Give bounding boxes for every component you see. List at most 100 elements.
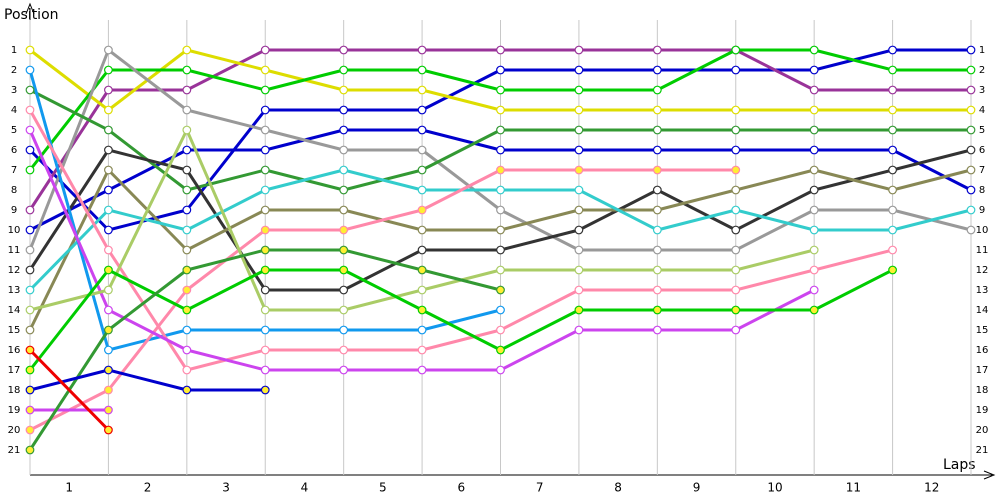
- position-marker: [339, 45, 349, 55]
- position-marker: [25, 365, 35, 375]
- position-marker: [260, 305, 270, 315]
- position-marker: [25, 425, 35, 435]
- position-marker: [966, 65, 976, 75]
- position-marker: [104, 425, 113, 435]
- position-marker: [731, 225, 741, 235]
- position-marker: [417, 365, 427, 375]
- position-marker: [339, 185, 349, 195]
- y-tick-label-right: 14: [976, 305, 989, 316]
- position-marker: [104, 265, 113, 275]
- y-tick-label-right: 4: [979, 105, 985, 116]
- position-marker: [574, 145, 584, 155]
- position-marker: [888, 225, 897, 235]
- y-tick-label: 16: [8, 345, 21, 356]
- position-marker: [809, 245, 819, 255]
- position-marker: [104, 85, 113, 95]
- position-marker: [417, 205, 427, 215]
- y-tick-label-right: 9: [979, 205, 985, 216]
- y-tick-label: 9: [11, 205, 17, 216]
- y-axis-arrow: [25, 2, 35, 15]
- position-marker: [25, 345, 35, 355]
- position-marker: [182, 65, 192, 75]
- y-tick-label-right: 12: [976, 265, 989, 276]
- position-marker: [417, 165, 427, 175]
- position-marker: [731, 165, 741, 175]
- position-marker: [260, 205, 270, 215]
- y-tick-label-right: 19: [976, 405, 989, 416]
- position-marker: [496, 225, 505, 235]
- position-marker: [104, 45, 113, 55]
- position-marker: [182, 345, 192, 355]
- position-marker: [417, 125, 427, 135]
- position-marker: [496, 345, 505, 355]
- position-marker: [25, 385, 35, 395]
- position-marker: [888, 185, 897, 195]
- position-marker: [731, 65, 741, 75]
- y-tick-label-right: 13: [976, 285, 989, 296]
- position-marker: [260, 245, 270, 255]
- position-marker: [888, 85, 897, 95]
- position-marker: [417, 85, 427, 95]
- position-marker: [104, 405, 113, 415]
- position-marker: [182, 365, 192, 375]
- position-marker: [417, 305, 427, 315]
- x-axis-title: Laps: [943, 457, 976, 473]
- position-marker: [966, 205, 976, 215]
- position-marker: [496, 205, 505, 215]
- position-marker: [339, 225, 349, 235]
- position-marker: [104, 385, 113, 395]
- position-marker: [260, 325, 270, 335]
- position-marker: [966, 85, 976, 95]
- position-marker: [260, 165, 270, 175]
- y-axis-title: Position: [4, 7, 59, 23]
- position-marker: [496, 105, 505, 115]
- position-marker: [104, 145, 113, 155]
- series-line: [28, 268, 894, 371]
- position-marker: [25, 145, 35, 155]
- y-tick-label-right: 11: [976, 245, 989, 256]
- position-marker: [260, 285, 270, 295]
- y-tick-label-right: 17: [976, 365, 989, 376]
- y-tick-label-right: 2: [979, 65, 985, 76]
- position-marker: [182, 265, 192, 275]
- y-tick-label-right: 1: [979, 45, 985, 56]
- series-line: [28, 348, 110, 432]
- position-marker: [496, 85, 505, 95]
- position-marker: [496, 325, 505, 335]
- position-marker: [731, 325, 741, 335]
- x-tick-label: 5: [379, 481, 387, 495]
- position-marker: [731, 145, 741, 155]
- position-marker: [104, 305, 113, 315]
- points: [25, 45, 976, 455]
- position-marker: [104, 205, 113, 215]
- position-marker: [574, 45, 584, 55]
- position-marker: [888, 125, 897, 135]
- position-marker: [25, 285, 35, 295]
- y-tick-label: 17: [8, 365, 21, 376]
- y-tick-label: 12: [8, 265, 21, 276]
- y-tick-label: 19: [8, 405, 21, 416]
- position-marker: [260, 85, 270, 95]
- position-marker: [339, 105, 349, 115]
- position-marker: [652, 165, 662, 175]
- position-marker: [652, 125, 662, 135]
- position-marker: [260, 125, 270, 135]
- position-marker: [496, 165, 505, 175]
- y-tick-label-right: 20: [976, 425, 989, 436]
- position-marker: [574, 285, 584, 295]
- y-tick-label: 10: [8, 225, 21, 236]
- position-marker: [182, 165, 192, 175]
- position-marker: [574, 125, 584, 135]
- position-marker: [574, 105, 584, 115]
- position-marker: [25, 65, 35, 75]
- position-marker: [496, 245, 505, 255]
- x-tick-label: 2: [144, 481, 152, 495]
- position-marker: [888, 145, 897, 155]
- position-marker: [260, 385, 270, 395]
- position-marker: [574, 305, 584, 315]
- position-marker: [574, 225, 584, 235]
- position-marker: [25, 105, 35, 115]
- position-marker: [104, 105, 113, 115]
- position-marker: [260, 365, 270, 375]
- position-marker: [731, 265, 741, 275]
